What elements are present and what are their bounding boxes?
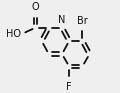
- Text: N: N: [58, 15, 66, 25]
- Text: HO: HO: [6, 29, 21, 39]
- Text: F: F: [66, 82, 72, 92]
- Text: Br: Br: [77, 16, 88, 26]
- Text: O: O: [32, 2, 39, 12]
